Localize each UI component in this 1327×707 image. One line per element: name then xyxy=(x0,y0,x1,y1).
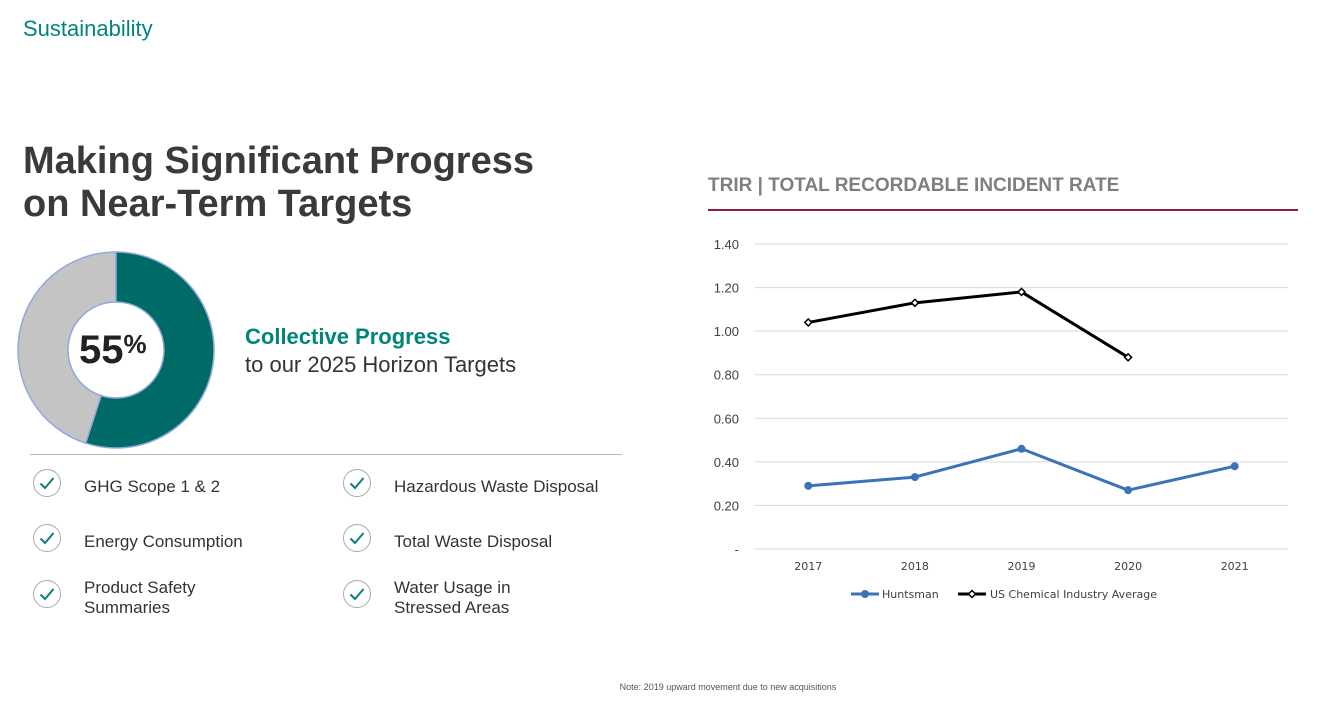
y-tick-label: 0.20 xyxy=(714,498,739,513)
checkmark-icon xyxy=(33,469,61,497)
x-tick-label: 2019 xyxy=(1008,560,1036,573)
footnote: Note: 2019 upward movement due to new ac… xyxy=(619,682,837,692)
data-point xyxy=(1230,462,1239,471)
target-label: GHG Scope 1 & 2 xyxy=(84,477,324,497)
y-tick-label: 1.20 xyxy=(714,281,739,296)
divider xyxy=(30,454,622,455)
checkmark-icon xyxy=(343,580,371,608)
checkmark-icon xyxy=(33,524,61,552)
target-label-line: Water Usage in xyxy=(394,578,511,597)
data-point xyxy=(803,317,813,327)
chart-title: TRIR | TOTAL RECORDABLE INCIDENT RATE xyxy=(708,175,1120,196)
target-label-line: Stressed Areas xyxy=(394,598,510,617)
y-tick-label: 0.40 xyxy=(714,455,739,470)
target-label-line: Energy Consumption xyxy=(84,532,243,551)
progress-donut xyxy=(17,251,215,449)
legend-marker xyxy=(967,589,977,599)
data-point xyxy=(910,298,920,308)
y-tick-label: 0.80 xyxy=(714,368,739,383)
checkmark-icon xyxy=(343,524,371,552)
target-label: Water Usage in Stressed Areas xyxy=(394,578,634,618)
x-tick-label: 2018 xyxy=(901,560,929,573)
series-line xyxy=(808,290,1129,359)
chart-title-rule xyxy=(708,209,1298,211)
target-label: Energy Consumption xyxy=(84,532,324,552)
data-point xyxy=(910,473,919,482)
checkmark-icon xyxy=(343,469,371,497)
collective-progress-subtitle: to our 2025 Horizon Targets xyxy=(245,352,517,377)
y-tick-label: 1.00 xyxy=(714,324,739,339)
page-title-line-2: on Near-Term Targets xyxy=(23,183,413,225)
legend-label: Huntsman xyxy=(882,588,939,601)
data-point xyxy=(1124,486,1133,495)
section-label: Sustainability xyxy=(23,16,153,41)
target-label-line: GHG Scope 1 & 2 xyxy=(84,477,221,496)
donut-filled-segment xyxy=(84,251,215,449)
data-point xyxy=(1123,352,1133,362)
progress-percentage-number: 55 xyxy=(79,328,124,372)
progress-percentage: 55% xyxy=(79,326,147,374)
data-point xyxy=(804,481,813,490)
target-label: Product Safety Summaries xyxy=(84,578,324,618)
page-title-line-1: Making Significant Progress xyxy=(23,140,534,182)
target-label-line: Hazardous Waste Disposal xyxy=(394,477,599,496)
target-label-line: Product Safety xyxy=(84,578,196,597)
target-label: Total Waste Disposal xyxy=(394,532,634,552)
collective-progress-title: Collective Progress xyxy=(245,324,451,349)
donut-remaining-segment xyxy=(17,251,117,445)
legend-marker xyxy=(861,590,869,598)
data-point xyxy=(1017,444,1026,453)
data-point xyxy=(1016,287,1027,297)
x-tick-label: 2020 xyxy=(1114,560,1142,573)
y-tick-label: 1.40 xyxy=(714,237,739,252)
series-line xyxy=(808,447,1236,492)
progress-percentage-sign: % xyxy=(123,329,147,359)
target-label: Hazardous Waste Disposal xyxy=(394,477,634,497)
x-tick-label: 2021 xyxy=(1221,560,1249,573)
page-title: Making Significant Progress on Near-Term… xyxy=(23,140,623,226)
target-label-line: Summaries xyxy=(84,598,170,617)
y-tick-label: 0.60 xyxy=(714,411,739,426)
target-label-line: Total Waste Disposal xyxy=(394,532,553,551)
legend-label: US Chemical Industry Average xyxy=(990,588,1157,601)
y-tick-label: - xyxy=(735,542,739,557)
x-tick-label: 2017 xyxy=(794,560,822,573)
checkmark-icon xyxy=(33,580,61,608)
